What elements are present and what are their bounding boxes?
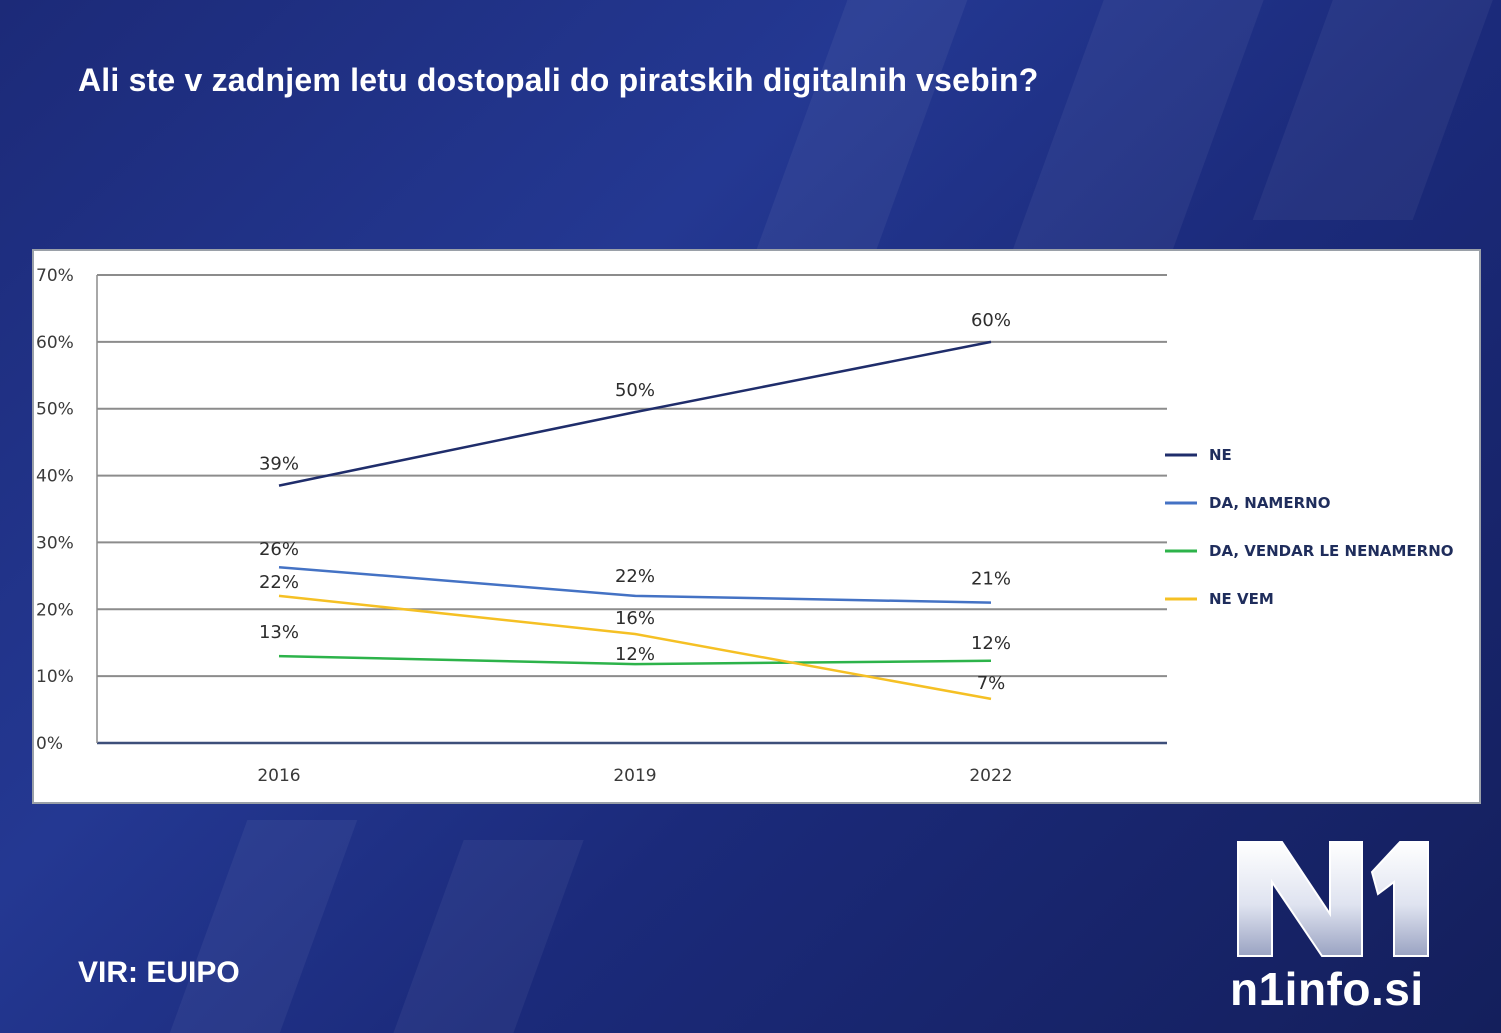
legend-entry: DA, NAMERNO: [1209, 494, 1330, 512]
series-line: [278, 340, 992, 487]
data-label: 16%: [615, 608, 655, 629]
data-label: 39%: [259, 454, 299, 475]
n1-logo: n1info.si: [1224, 836, 1434, 1015]
y-tick-label: 30%: [36, 533, 74, 553]
n1-logo-site: n1info.si: [1230, 963, 1424, 1015]
data-label: 12%: [615, 644, 655, 665]
data-label: 22%: [259, 572, 299, 593]
data-label: 60%: [971, 310, 1011, 331]
y-tick-label: 10%: [36, 667, 74, 687]
data-label: 50%: [615, 380, 655, 401]
data-label: 22%: [615, 566, 655, 587]
y-tick-label: 50%: [36, 400, 74, 420]
data-label: 12%: [971, 633, 1011, 654]
y-tick-label: 70%: [36, 266, 74, 286]
data-label: 26%: [259, 539, 299, 560]
page-title: Ali ste v zadnjem letu dostopali do pira…: [78, 62, 1039, 98]
x-tick-label: 2022: [969, 766, 1012, 786]
y-tick-label: 60%: [36, 333, 74, 353]
data-label: 13%: [259, 622, 299, 643]
y-tick-label: 0%: [36, 734, 63, 754]
source-label: VIR: EUIPO: [78, 956, 240, 989]
y-tick-label: 40%: [36, 467, 74, 487]
data-label: 21%: [971, 569, 1011, 590]
line-chart: 0% 10% 20% 30% 40% 50% 60% 70% 2016 2019 2022 39% 50…: [36, 266, 1454, 786]
n1-logo-mark: [1237, 841, 1429, 957]
x-tick-label: 2019: [613, 766, 656, 786]
series-line: [278, 565, 992, 604]
series-line: [278, 654, 992, 666]
legend-entry: NE VEM: [1209, 590, 1274, 608]
legend-entry: DA, VENDAR LE NENAMERNO: [1209, 542, 1454, 560]
legend-entry: NE: [1209, 446, 1232, 464]
x-tick-label: 2016: [257, 766, 300, 786]
y-tick-label: 20%: [36, 600, 74, 620]
data-label: 7%: [977, 673, 1006, 694]
chart-panel: 0% 10% 20% 30% 40% 50% 60% 70% 2016 2019 2022 39% 50…: [32, 249, 1481, 804]
series-line: [278, 594, 992, 701]
